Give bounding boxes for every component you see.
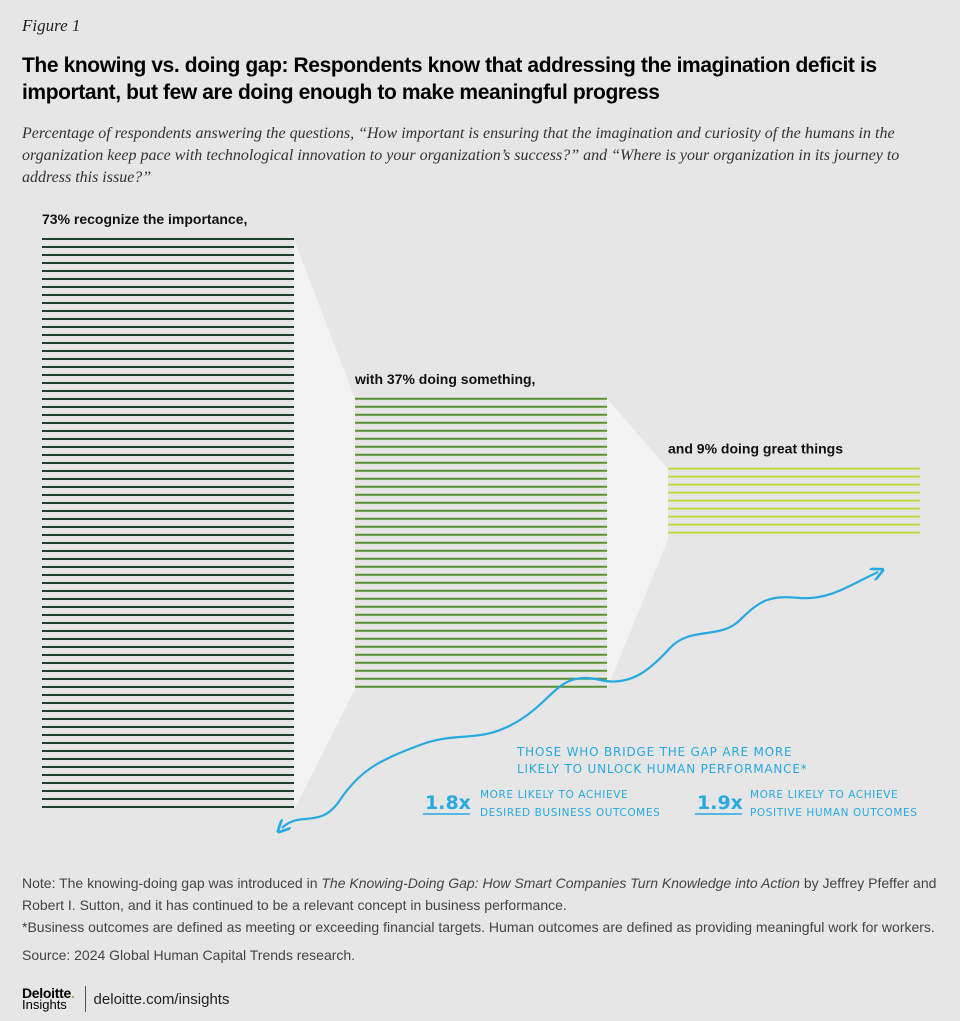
note-prefix: Note: The knowing-doing gap was introduc…: [22, 875, 322, 891]
note-suffix: by Jeffrey Pfeffer and Robert I. Sutton,…: [22, 875, 937, 913]
footer-link[interactable]: deloitte.com/insights: [93, 990, 230, 1008]
callout-heading-line2: LIKELY TO UNLOCK HUMAN PERFORMANCE*: [517, 762, 808, 776]
callout: THOSE WHO BRIDGE THE GAP ARE MORE LIKELY…: [423, 745, 918, 819]
logo-subtitle: Insights: [22, 997, 67, 1012]
footer: Deloitte. Insights deloitte.com/insights: [22, 984, 229, 1014]
funnel-chart: 73% recognize the importance, with 37% do…: [42, 211, 920, 850]
stat-text-human-line2: POSITIVE HUMAN OUTCOMES: [750, 807, 918, 819]
notes: Note: The knowing-doing gap was introduc…: [22, 872, 947, 966]
bar-1: [42, 237, 294, 808]
bar-label-2: with 37% doing something,: [354, 371, 535, 387]
funnel-background: [294, 238, 668, 810]
stat-value-business: 1.8x: [425, 792, 471, 814]
funnel-connector: [607, 398, 668, 690]
funnel-connector: [294, 238, 355, 810]
stat-text-business-line1: MORE LIKELY TO ACHIEVE: [480, 789, 628, 801]
logo-wordmark: Deloitte.: [22, 985, 75, 1001]
callout-heading-line1: THOSE WHO BRIDGE THE GAP ARE MORE: [516, 745, 792, 759]
footer-divider: [84, 986, 86, 1012]
note-book-title: The Knowing-Doing Gap: How Smart Compani…: [321, 875, 800, 891]
bar-label-1: 73% recognize the importance,: [42, 211, 247, 227]
stat-text-business-line2: DESIRED BUSINESS OUTCOMES: [480, 807, 660, 819]
bar-3: [668, 467, 920, 534]
chart-subtitle: Percentage of respondents answering the …: [22, 125, 900, 186]
note-text: Note: The knowing-doing gap was introduc…: [22, 872, 947, 916]
bar-2: [355, 397, 607, 688]
bar-series: [42, 237, 920, 808]
stat-value-human: 1.9x: [697, 792, 743, 814]
chart-title: The knowing vs. doing gap: Respondents k…: [22, 54, 877, 104]
growth-arrow: [282, 572, 878, 828]
source: Source: 2024 Global Human Capital Trends…: [22, 947, 356, 963]
deloitte-insights-logo: Deloitte. Insights: [22, 985, 75, 1012]
stat-text-human-line1: MORE LIKELY TO ACHIEVE: [750, 789, 898, 801]
bar-label-3: and 9% doing great things: [668, 441, 843, 457]
figure-label: Figure 1: [22, 16, 81, 35]
footnote: *Business outcomes are defined as meetin…: [22, 919, 935, 935]
bar-labels: 73% recognize the importance, with 37% do…: [42, 211, 843, 457]
